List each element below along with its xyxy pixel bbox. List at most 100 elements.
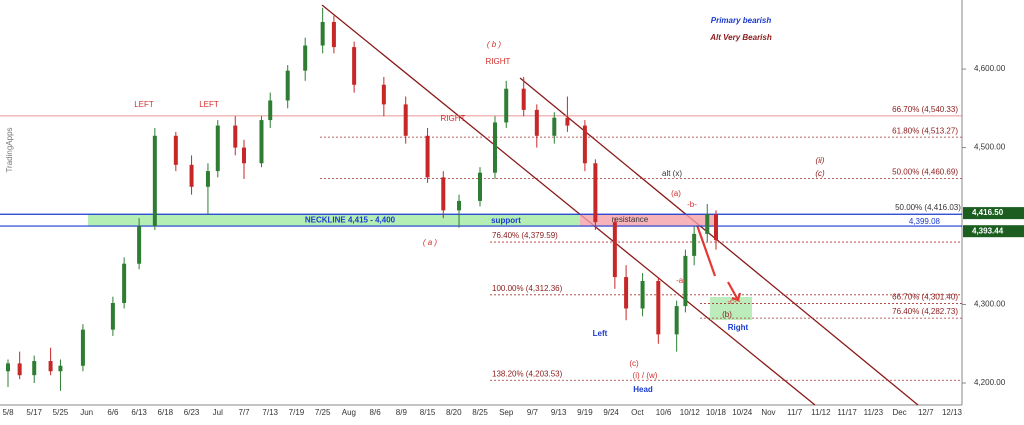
x-tick-label: 7/19 <box>289 408 305 417</box>
fib-label: 66.70% (4,540.33) <box>892 105 958 114</box>
watermark: TradingApps <box>5 127 14 172</box>
candle-body <box>215 125 220 172</box>
x-tick-label: Oct <box>631 408 644 417</box>
annotation: (b) <box>722 310 732 319</box>
price-label-bg <box>963 225 1024 238</box>
price-label: 4,393.44 <box>972 226 1004 235</box>
candle-body <box>110 302 115 330</box>
x-tick-label: 8/6 <box>370 408 382 417</box>
candle-body <box>425 135 430 178</box>
annotation: Alt Very Bearish <box>709 33 772 42</box>
annotation: -c- <box>727 297 737 306</box>
candle-body <box>242 147 246 164</box>
y-tick-label: 4,200.00 <box>974 378 1006 387</box>
candle-body <box>692 233 697 256</box>
x-tick-label: 10/6 <box>656 408 672 417</box>
annotation: alt (x) <box>662 169 682 178</box>
x-tick-label: 5/17 <box>26 408 42 417</box>
candle-body <box>205 171 210 187</box>
candle-body <box>552 117 557 136</box>
fib-label: 61.80% (4,513.27) <box>892 126 958 135</box>
annotation: (ii) <box>816 156 825 165</box>
fib-label: 50.00% (4,460.69) <box>892 168 958 177</box>
candle-body <box>683 255 688 307</box>
x-tick-label: 10/18 <box>706 408 727 417</box>
candle-body <box>48 361 53 372</box>
annotation: LEFT <box>134 100 154 109</box>
candle-body <box>58 365 63 372</box>
candle-body <box>17 363 22 376</box>
x-tick-label: Dec <box>892 408 906 417</box>
price-label-bg <box>963 207 1024 220</box>
x-tick-label: 6/6 <box>107 408 119 417</box>
candle-body <box>189 164 194 187</box>
candle-body <box>320 21 325 46</box>
candle-body <box>612 222 617 278</box>
y-tick-label: 4,600.00 <box>974 64 1006 73</box>
candle-body <box>137 226 142 264</box>
x-tick-label: 8/25 <box>472 408 488 417</box>
candle-body <box>674 306 679 335</box>
x-tick-label: 11/23 <box>864 408 884 417</box>
candle-body <box>640 280 645 309</box>
x-tick-label: 6/23 <box>184 408 200 417</box>
candle-body <box>32 361 37 376</box>
candle-body <box>441 177 446 211</box>
fib-label: 76.40% (4,282.73) <box>892 307 958 316</box>
annotation: 4,399.08 <box>909 217 941 226</box>
annotation: Primary bearish <box>711 16 772 25</box>
x-tick-label: 5/25 <box>53 408 69 417</box>
projection-arrow <box>695 224 742 302</box>
candle-body <box>259 120 264 164</box>
x-tick-label: 8/9 <box>396 408 408 417</box>
x-tick-label: 12/13 <box>942 408 963 417</box>
candle-body <box>714 214 718 241</box>
candle-body <box>457 200 462 211</box>
annotation: -b- <box>687 200 697 209</box>
candle-body <box>656 280 661 335</box>
fib-label: 66.70% (4,301.40) <box>892 293 958 302</box>
x-tick-label: 11/7 <box>787 408 803 417</box>
candle-body <box>492 122 497 173</box>
candle-body <box>478 172 482 201</box>
price-label: 4,416.50 <box>972 208 1004 217</box>
x-tick-label: 11/17 <box>837 408 857 417</box>
support-zone <box>88 214 580 227</box>
candle-body <box>285 70 290 101</box>
annotation: Right <box>728 323 749 332</box>
annotation: Head <box>633 385 653 394</box>
annotation: Left <box>593 329 608 338</box>
candle-body <box>705 214 710 234</box>
channel-line <box>321 4 816 406</box>
candle-body <box>331 21 336 48</box>
x-tick-label: 8/15 <box>420 408 436 417</box>
x-tick-label: 9/19 <box>577 408 593 417</box>
x-tick-label: 10/12 <box>680 408 701 417</box>
x-tick-label: 9/7 <box>527 408 539 417</box>
x-tick-label: 10/24 <box>732 408 753 417</box>
x-tick-label: 12/7 <box>918 408 934 417</box>
annotation: ( b ) <box>487 40 502 49</box>
x-tick-label: Sep <box>499 408 514 417</box>
candle-body <box>233 125 238 148</box>
candle-body <box>565 117 570 126</box>
candle-body <box>534 109 539 136</box>
annotation: -a- <box>676 276 686 285</box>
x-tick-label: 9/24 <box>603 408 619 417</box>
annotation: LEFT <box>199 100 219 109</box>
fib-label: 100.00% (4,312.36) <box>492 284 563 293</box>
candle-body <box>504 88 509 123</box>
candle-body <box>303 45 308 71</box>
annotation: support <box>491 216 521 225</box>
x-tick-label: Nov <box>761 408 775 417</box>
x-tick-label: Jun <box>80 408 93 417</box>
neckline-label: NECKLINE 4,415 - 4,400 <box>305 215 396 224</box>
annotation: RIGHT <box>441 114 466 123</box>
annotation: (a) <box>671 189 681 198</box>
candle-body <box>122 263 127 303</box>
fib-label: 138.20% (4,203.53) <box>492 369 563 378</box>
x-tick-label: 8/20 <box>446 408 462 417</box>
annotation: (i) / (w) <box>633 371 658 380</box>
fib-label: 76.40% (4,379.59) <box>492 231 558 240</box>
